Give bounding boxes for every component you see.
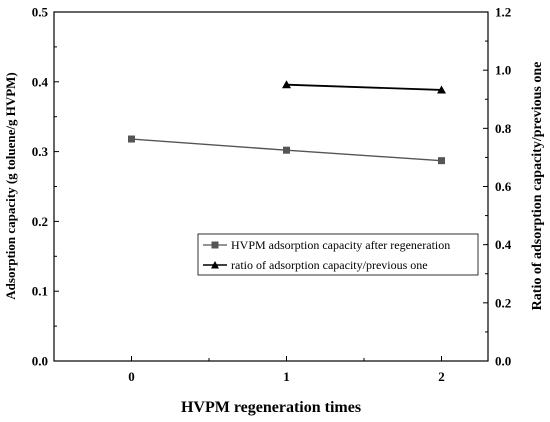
y-tick-label: 0.2 [32,214,48,229]
series-line-1 [286,83,442,91]
series-1-point-1 [437,85,446,94]
y2-tick-label: 0.0 [495,354,511,369]
y2-tick-label: 0.2 [495,295,511,310]
series-0-point-0 [128,135,135,143]
y-tick-label: 0.1 [32,284,48,299]
ticks-layer: 0.0 0.1 0.2 0.3 0.4 0.5 0.0 0.2 0.4 0.6 0.8 1.0 1.2 0… [32,5,512,385]
x-tick-label: 0 [128,369,135,384]
y2-tick-label: 1.0 [495,63,511,78]
legend-marker-triangle [211,261,219,269]
y2-tick-label: 0.8 [495,121,512,136]
series-1-point-0 [282,80,291,89]
plot-frame [53,11,489,362]
series-0-point-1 [283,146,290,154]
legend-box [197,233,479,276]
y2-tick-label: 0.4 [495,237,512,252]
legend-marker-square [211,241,219,249]
x-tick-label: 2 [438,369,445,384]
y2-axis-title: Ratio of adsorption capacity/previous on… [530,62,545,311]
y-axis-title: Adsorption capacity (g toluene/g HVPM) [3,72,18,299]
y2-tick-label: 1.2 [495,5,511,20]
legend: HVPM adsorption capacity after regenerat… [197,233,479,276]
legend-label-series-2: ratio of adsorption capacity/previous on… [231,258,428,272]
y-tick-label: 0.3 [32,144,49,159]
x-tick-label: 1 [283,369,290,384]
y2-tick-label: 0.6 [495,179,512,194]
y-tick-label: 0.4 [32,74,49,89]
series-layer [128,80,446,165]
legend-label-series-1: HVPM adsorption capacity after regenerat… [231,238,450,252]
series-0-point-2 [438,157,445,165]
x-axis-title: HVPM regeneration times [181,399,361,416]
y-tick-label: 0.0 [32,354,48,369]
y-tick-label: 0.5 [32,5,49,20]
